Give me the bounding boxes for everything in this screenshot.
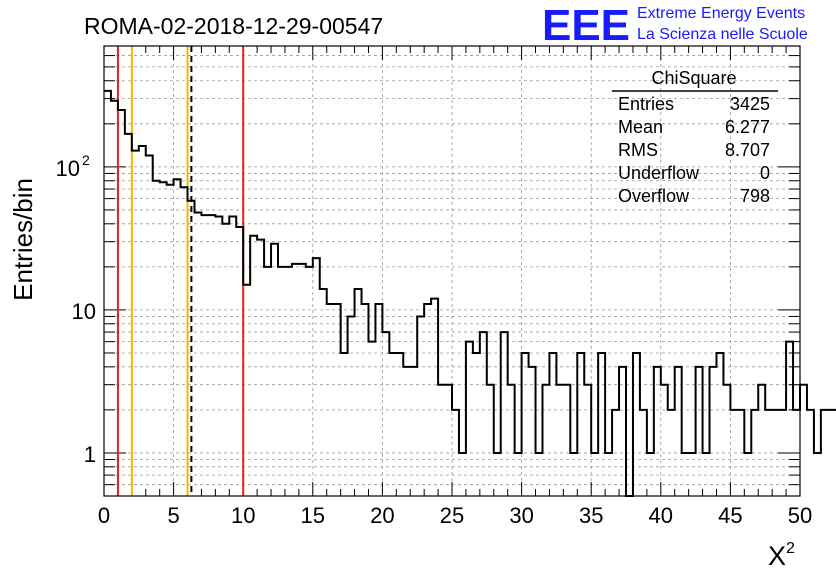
y-tick-label: 10 xyxy=(56,156,80,181)
x-tick-label: 45 xyxy=(718,503,742,528)
stats-label: Overflow xyxy=(618,186,690,206)
stats-value: 0 xyxy=(760,163,770,183)
y-tick-label: 10 xyxy=(72,299,96,324)
y-tick-label: 1 xyxy=(84,442,96,467)
chart-title: ROMA-02-2018-12-29-00547 xyxy=(84,13,383,39)
stats-label: Underflow xyxy=(618,163,700,183)
x-tick-label: 50 xyxy=(788,503,812,528)
y-tick-label-exponent: 2 xyxy=(82,152,90,168)
histogram-series xyxy=(104,89,836,497)
stats-label: RMS xyxy=(618,140,658,160)
x-tick-label: 5 xyxy=(167,503,179,528)
x-axis-label-base: X xyxy=(768,541,786,571)
eee-logo-mark: EEE xyxy=(542,1,630,50)
histogram-line xyxy=(104,89,836,497)
x-tick-label: 30 xyxy=(509,503,533,528)
x-tick-label: 10 xyxy=(231,503,255,528)
stats-label: Entries xyxy=(618,94,674,114)
x-axis-label: X2 xyxy=(768,540,795,571)
plot-frame xyxy=(103,45,801,497)
y-axis-label: Entries/bin xyxy=(8,178,38,301)
logo-line-2: La Scienza nelle Scuole xyxy=(637,26,808,43)
stats-title: ChiSquare xyxy=(651,68,736,88)
stats-box: ChiSquare Entries 3425 Mean 6.277 RMS 8.707 Un… xyxy=(612,68,778,206)
x-tick-label: 20 xyxy=(370,503,394,528)
stats-value: 6.277 xyxy=(725,117,770,137)
stats-value: 3425 xyxy=(730,94,770,114)
eee-logo: EEE Extreme Energy Events La Scienza nel… xyxy=(542,1,808,50)
stats-value: 798 xyxy=(740,186,770,206)
x-tick-labels: 0 5 10 15 20 25 30 35 40 45 50 xyxy=(98,503,812,528)
stats-value: 8.707 xyxy=(725,140,770,160)
x-tick-label: 0 xyxy=(98,503,110,528)
stats-label: Mean xyxy=(618,117,663,137)
x-tick-label: 25 xyxy=(440,503,464,528)
x-tick-label: 40 xyxy=(649,503,673,528)
stats-rows: Entries 3425 Mean 6.277 RMS 8.707 Underflow 0 Ov… xyxy=(618,94,770,206)
x-tick-label: 15 xyxy=(301,503,325,528)
x-tick-label: 35 xyxy=(579,503,603,528)
logo-line-1: Extreme Energy Events xyxy=(637,5,805,22)
axis-ticks xyxy=(103,45,801,497)
x-axis-label-superscript: 2 xyxy=(786,540,795,557)
